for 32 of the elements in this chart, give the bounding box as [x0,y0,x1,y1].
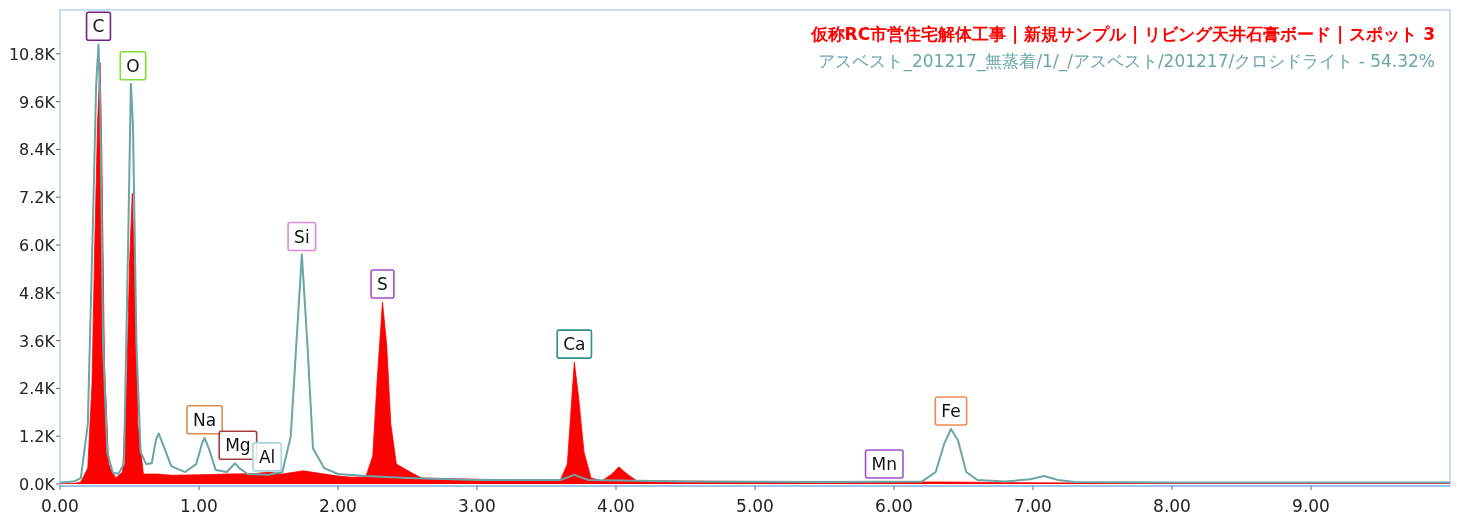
y-tick-label: 10.8K [8,44,56,64]
annotation: S [377,273,388,294]
y-tick-label: 1.2K [19,427,56,447]
annotation: C [92,16,105,37]
y-tick-label: 8.4K [19,140,56,160]
text: 仮称RC市営住宅解体工事 | 新規サンプル | リビング天井石膏ボード | スポット 3 [809,24,1435,44]
x-tick-label: 8.00 [1153,496,1191,516]
x-tick-label: 9.00 [1292,496,1330,516]
annotation: Si [294,226,310,247]
y-tick-label: 6.0K [19,236,56,256]
y-tick-label: 7.2K [19,188,56,208]
x-tick-label: 2.00 [319,496,357,516]
x-tick-label: 4.00 [597,496,635,516]
x-tick-label: 6.00 [875,496,913,516]
x-tick-label: 1.00 [180,496,218,516]
annotation: Na [192,409,217,430]
annotation: Ca [563,334,586,355]
y-tick-label: 9.6K [19,92,56,112]
annotation: Al [258,446,276,467]
y-tick-label: 2.4K [19,379,56,399]
x-tick-label: 7.00 [1014,496,1052,516]
text: アスベスト_201217_無蒸着/1/_/アスベスト/201217/クロシドライト - 54.32% [818,51,1435,72]
x-tick-label: 0.00 [41,496,79,516]
y-tick-label: 0.0K [19,475,56,494]
y-tick-label: 3.6K [19,331,56,351]
annotation: Mn [871,454,897,475]
annotation: Mg [225,435,251,456]
annotation: O [126,55,140,76]
x-tick-label: 5.00 [736,496,774,516]
x-tick-label: 3.00 [458,496,496,516]
y-tick-label: 4.8K [19,283,56,303]
annotation: Fe [941,401,961,422]
